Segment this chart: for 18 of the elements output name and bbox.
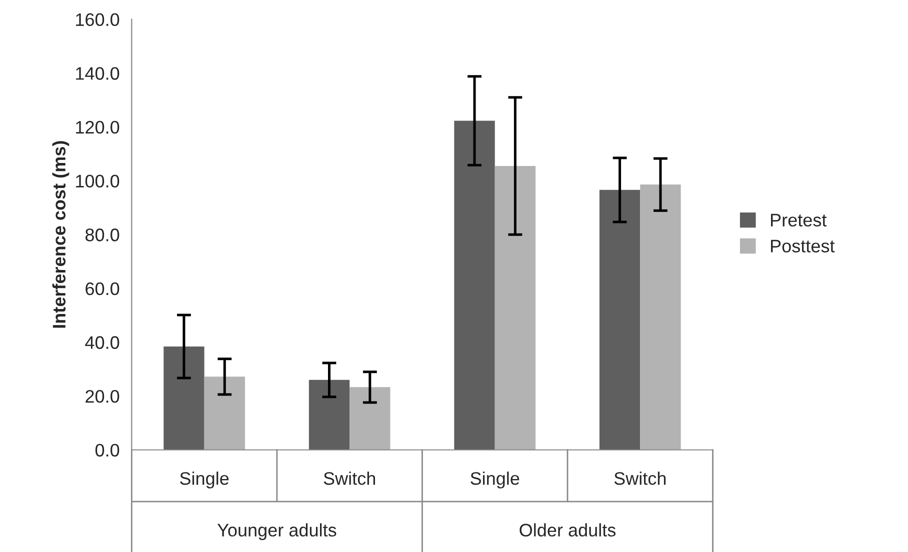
x-tick-label: Switch xyxy=(324,472,375,485)
x-tick-label: Single xyxy=(180,472,229,488)
y-tick-label: 0.0 xyxy=(95,444,120,457)
y-tick-label: 160.0 xyxy=(76,13,120,26)
y-tick-label: 40.0 xyxy=(85,336,120,349)
y-tick-label: 80.0 xyxy=(86,228,120,242)
y-tick-label: 20.0 xyxy=(86,390,120,403)
x-tick-label: Single xyxy=(470,472,520,488)
y-tick-label: 120.0 xyxy=(76,120,120,134)
y-axis-title: Interference cost (ms) xyxy=(52,141,70,328)
text: Younger adults xyxy=(217,523,336,540)
y-tick-label: 100.0 xyxy=(76,174,120,188)
x-tick-label: Switch xyxy=(614,472,666,485)
legend-label: Pretest xyxy=(771,214,827,227)
y-tick-label: 140.0 xyxy=(76,67,120,80)
text: Older adults xyxy=(520,523,616,537)
y-tick-label: 60.0 xyxy=(86,282,120,296)
legend-label: Posttest xyxy=(771,240,835,252)
